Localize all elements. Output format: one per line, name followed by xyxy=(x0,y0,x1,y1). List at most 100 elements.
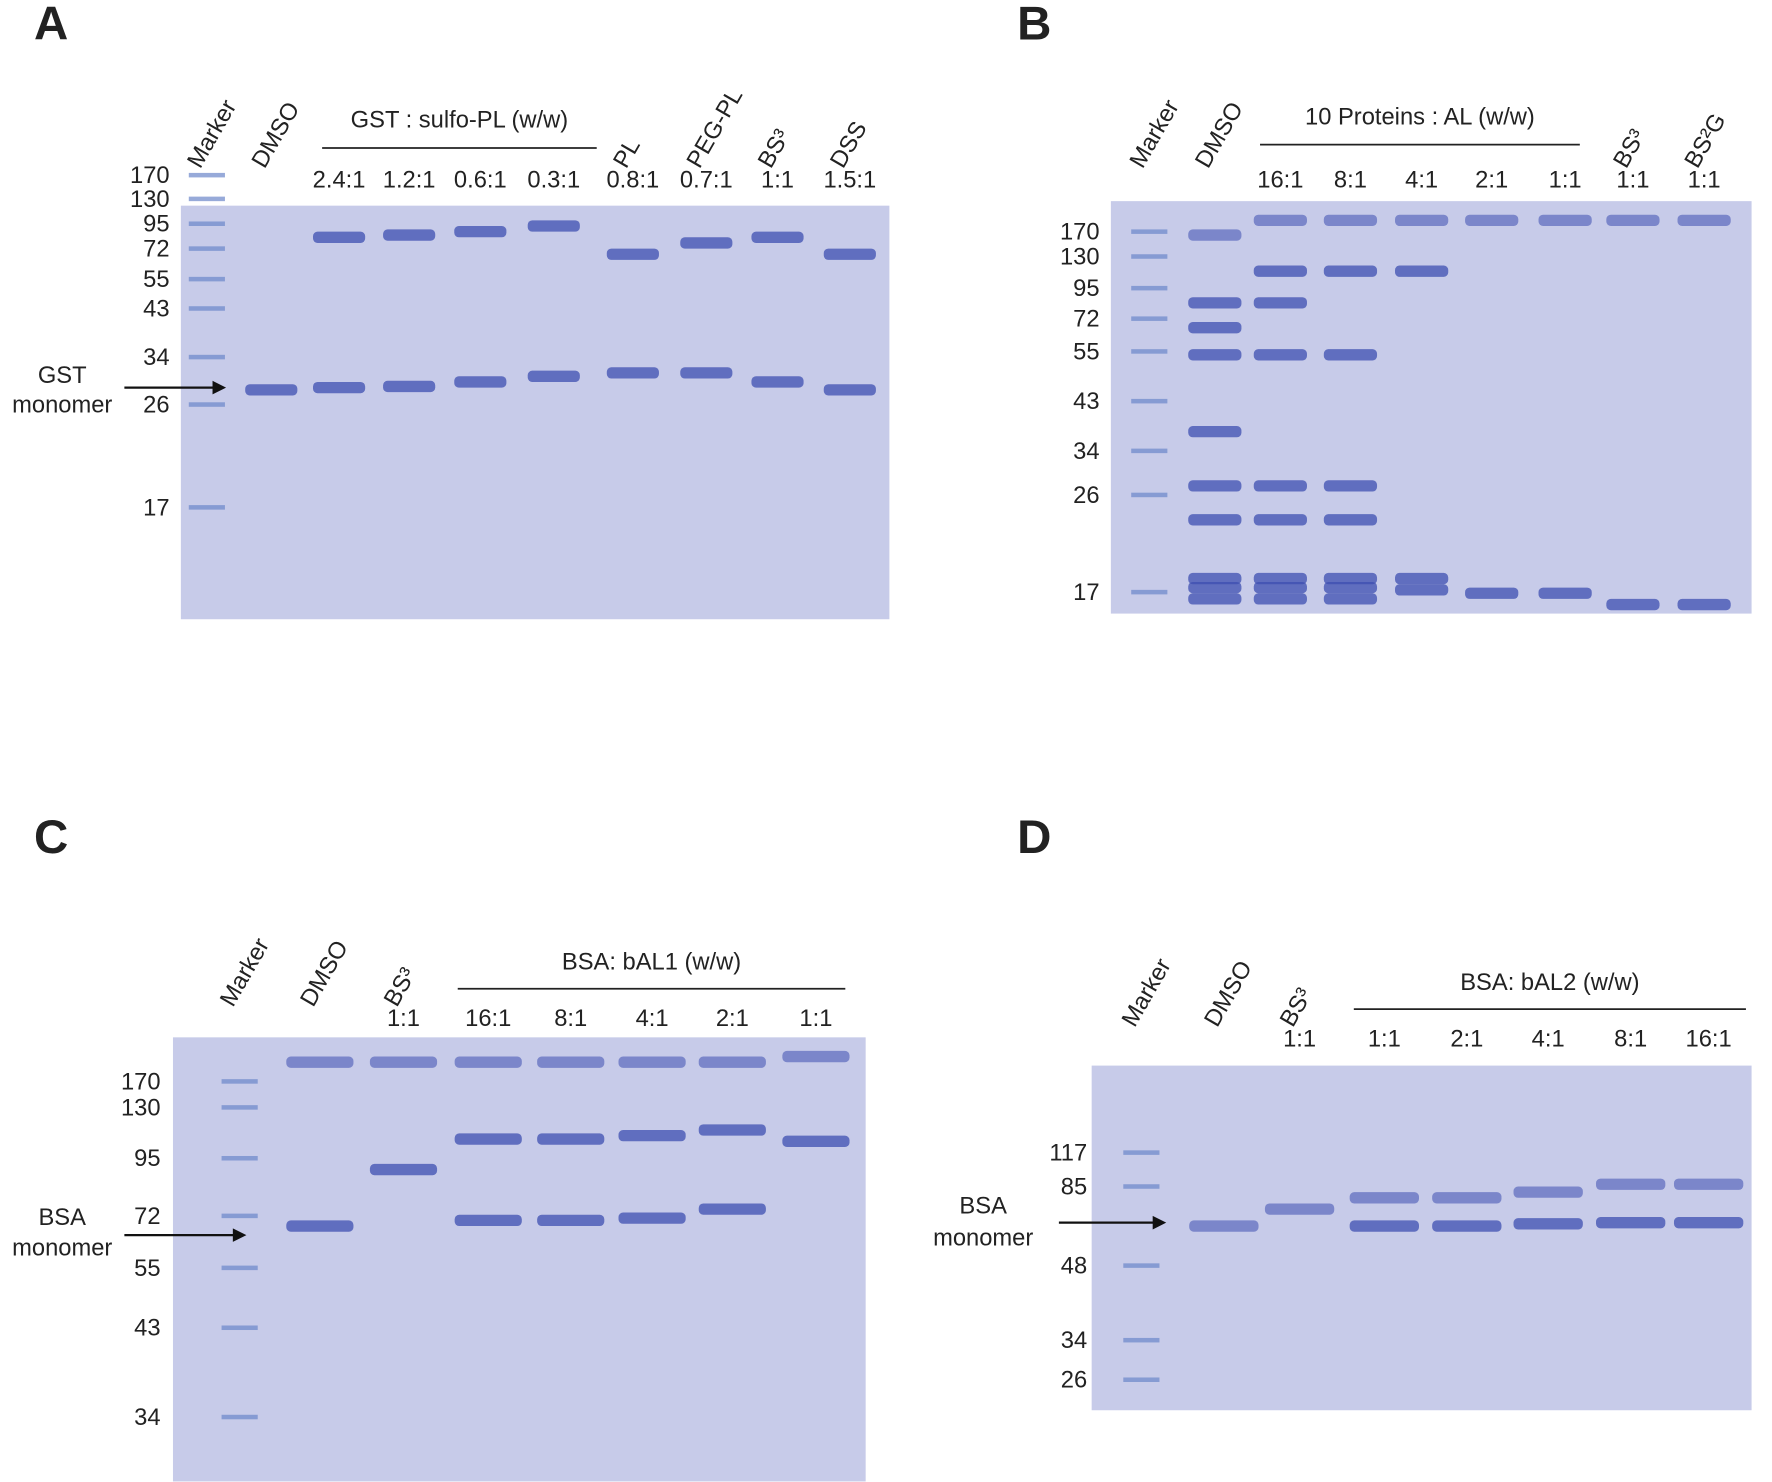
band xyxy=(823,384,876,396)
band xyxy=(1323,480,1378,492)
lane-ratio: 1.5:1 xyxy=(823,168,876,194)
band xyxy=(1432,1192,1502,1204)
marker-band xyxy=(221,1325,258,1331)
band xyxy=(286,1056,354,1068)
band xyxy=(751,376,804,388)
band xyxy=(1253,480,1307,492)
group-label: 10 Proteins : AL (w/w) xyxy=(1305,104,1535,130)
band xyxy=(618,1212,686,1224)
band xyxy=(1538,214,1592,227)
band xyxy=(1253,581,1307,594)
lane-ratio: 1:1 xyxy=(387,1006,420,1032)
band xyxy=(680,367,733,379)
band xyxy=(1253,297,1307,309)
band xyxy=(1189,1220,1259,1232)
panel-letter: B xyxy=(1017,0,1051,51)
band xyxy=(313,381,366,394)
lane-label: DMSO xyxy=(296,936,354,1011)
mw-label: 95 xyxy=(1073,276,1099,302)
lane-ratio: 0.6:1 xyxy=(454,168,507,194)
marker-band xyxy=(188,172,225,178)
band xyxy=(1465,587,1519,599)
lane-label: Marker xyxy=(183,96,242,173)
mw-label: 34 xyxy=(143,345,169,371)
mw-label: 170 xyxy=(1060,220,1100,246)
lane-ratio: 0.3:1 xyxy=(527,168,580,194)
mw-label: 130 xyxy=(130,187,170,213)
mw-label: 55 xyxy=(143,267,169,293)
band xyxy=(606,367,659,379)
band xyxy=(823,248,876,260)
lane-label: PEG-PL xyxy=(682,84,748,172)
lane-ratio: 8:1 xyxy=(1334,168,1367,194)
marker-band xyxy=(1131,589,1168,595)
arrow-head xyxy=(1152,1215,1167,1230)
band xyxy=(527,370,580,382)
marker-band xyxy=(1131,316,1168,321)
marker-band xyxy=(221,1079,258,1084)
mw-label: 17 xyxy=(143,495,169,521)
mw-label: 55 xyxy=(134,1256,160,1282)
lane-label: BS³ xyxy=(1275,984,1317,1031)
band xyxy=(618,1056,686,1068)
band xyxy=(1395,572,1449,585)
band xyxy=(606,248,659,260)
lane-ratio: 16:1 xyxy=(465,1006,511,1032)
mw-label: 43 xyxy=(143,296,169,322)
target-label: monomer xyxy=(12,1235,112,1261)
band xyxy=(1188,322,1242,334)
mw-label: 48 xyxy=(1061,1254,1087,1280)
lane-ratio: 2:1 xyxy=(1450,1026,1483,1052)
arrow-head xyxy=(212,380,227,395)
lane-ratio: 1:1 xyxy=(761,168,794,194)
target-label: monomer xyxy=(933,1225,1033,1251)
band xyxy=(369,1163,438,1176)
target-label: BSA xyxy=(959,1194,1007,1220)
band xyxy=(751,231,804,243)
band xyxy=(1323,572,1378,585)
lane-ratio: 4:1 xyxy=(1532,1026,1565,1052)
band xyxy=(1253,214,1307,227)
mw-label: 43 xyxy=(1073,389,1099,415)
band xyxy=(1677,598,1731,611)
marker-band xyxy=(188,221,225,227)
mw-label: 26 xyxy=(1073,483,1099,509)
marker-band xyxy=(221,1155,258,1161)
band xyxy=(1606,598,1660,611)
mw-label: 72 xyxy=(143,237,169,263)
band xyxy=(1188,297,1242,309)
marker-band xyxy=(188,276,225,282)
marker-band xyxy=(221,1265,258,1271)
band xyxy=(1323,265,1378,277)
band xyxy=(1673,1217,1744,1229)
lane-ratio: 4:1 xyxy=(1405,168,1438,194)
lane-ratio: 1:1 xyxy=(1283,1026,1316,1052)
mw-label: 34 xyxy=(1073,439,1099,465)
lane-label: BS³ xyxy=(1609,125,1651,172)
band xyxy=(1188,229,1242,241)
gel xyxy=(172,1037,866,1482)
band xyxy=(383,229,436,241)
lane-ratio: 0.8:1 xyxy=(606,168,659,194)
band xyxy=(1188,426,1242,438)
lane-label: DMSO xyxy=(1191,98,1249,173)
marker-band xyxy=(1131,448,1168,454)
lane-label: BS²G xyxy=(1680,109,1732,172)
lane-ratio: 16:1 xyxy=(1686,1026,1732,1052)
mw-label: 72 xyxy=(134,1204,160,1230)
band xyxy=(1253,593,1307,605)
mw-label: 95 xyxy=(143,212,169,238)
marker-band xyxy=(1123,1150,1160,1155)
band xyxy=(537,1214,605,1227)
marker-band xyxy=(1123,1263,1160,1268)
band xyxy=(1188,593,1242,605)
lane-ratio: 1:1 xyxy=(799,1006,832,1032)
mw-label: 170 xyxy=(130,163,170,189)
band xyxy=(1677,214,1731,227)
gel xyxy=(1110,201,1752,614)
mw-label: 34 xyxy=(134,1405,160,1431)
